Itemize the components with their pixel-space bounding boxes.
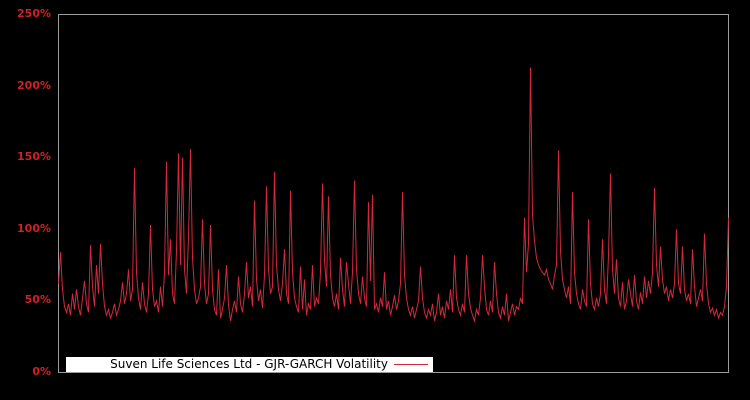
plot-svg bbox=[58, 14, 729, 373]
y-tick-label: 200% bbox=[17, 78, 51, 92]
legend-line-swatch bbox=[394, 364, 428, 365]
y-tick-label: 50% bbox=[24, 293, 51, 307]
y-tick-label: 150% bbox=[17, 150, 51, 164]
legend-label: Suven Life Sciences Ltd - GJR-GARCH Vola… bbox=[110, 357, 388, 371]
y-tick-label: 0% bbox=[32, 365, 51, 378]
y-tick-label: 250% bbox=[17, 7, 51, 20]
plot-frame bbox=[58, 14, 729, 373]
y-tick-label: 100% bbox=[17, 221, 51, 235]
volatility-line bbox=[58, 67, 729, 323]
y-axis: 0% 50% 100% 150% 200% 250% bbox=[0, 0, 52, 400]
legend: Suven Life Sciences Ltd - GJR-GARCH Vola… bbox=[66, 357, 433, 372]
